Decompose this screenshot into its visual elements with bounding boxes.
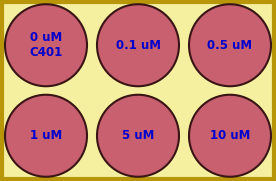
Text: 0 uM
C401: 0 uM C401 xyxy=(29,31,63,59)
Circle shape xyxy=(97,4,179,86)
Circle shape xyxy=(5,4,87,86)
Text: 10 uM: 10 uM xyxy=(210,129,250,142)
Circle shape xyxy=(189,4,271,86)
Text: 0.1 uM: 0.1 uM xyxy=(115,39,161,52)
Text: 0.5 uM: 0.5 uM xyxy=(208,39,253,52)
Circle shape xyxy=(5,95,87,177)
Circle shape xyxy=(189,95,271,177)
Text: 1 uM: 1 uM xyxy=(30,129,62,142)
Circle shape xyxy=(97,95,179,177)
Text: 5 uM: 5 uM xyxy=(122,129,154,142)
